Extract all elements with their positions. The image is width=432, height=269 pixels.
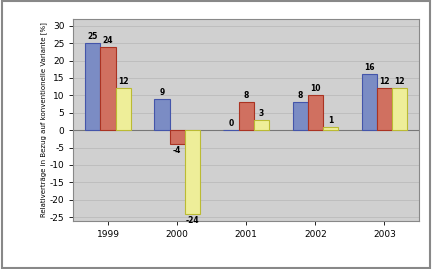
Text: 24: 24 xyxy=(103,36,113,45)
Bar xyxy=(308,95,323,130)
Text: 12: 12 xyxy=(394,77,405,86)
Bar xyxy=(169,130,185,144)
Text: 10: 10 xyxy=(310,84,321,93)
Text: 8: 8 xyxy=(298,91,303,100)
Text: 12: 12 xyxy=(118,77,128,86)
Text: 16: 16 xyxy=(364,63,375,72)
Text: 0: 0 xyxy=(229,119,234,128)
Text: -4: -4 xyxy=(173,146,181,155)
Bar xyxy=(154,99,169,130)
Text: 3: 3 xyxy=(259,109,264,118)
Bar xyxy=(100,47,116,130)
Bar xyxy=(392,89,407,130)
Bar xyxy=(323,127,338,130)
Text: 9: 9 xyxy=(159,88,165,97)
Bar xyxy=(292,102,308,130)
Y-axis label: Relativerträge in Bezug auf konventionelle Variante [%]: Relativerträge in Bezug auf konventionel… xyxy=(40,22,47,217)
Bar xyxy=(85,43,100,130)
Bar xyxy=(238,102,254,130)
Text: 25: 25 xyxy=(88,32,98,41)
Bar xyxy=(116,89,131,130)
Bar xyxy=(185,130,200,214)
Text: 8: 8 xyxy=(244,91,249,100)
Bar xyxy=(362,75,377,130)
Text: 12: 12 xyxy=(379,77,390,86)
Text: -24: -24 xyxy=(185,216,199,225)
Bar xyxy=(254,120,269,130)
Bar xyxy=(377,89,392,130)
Text: 1: 1 xyxy=(328,116,333,125)
